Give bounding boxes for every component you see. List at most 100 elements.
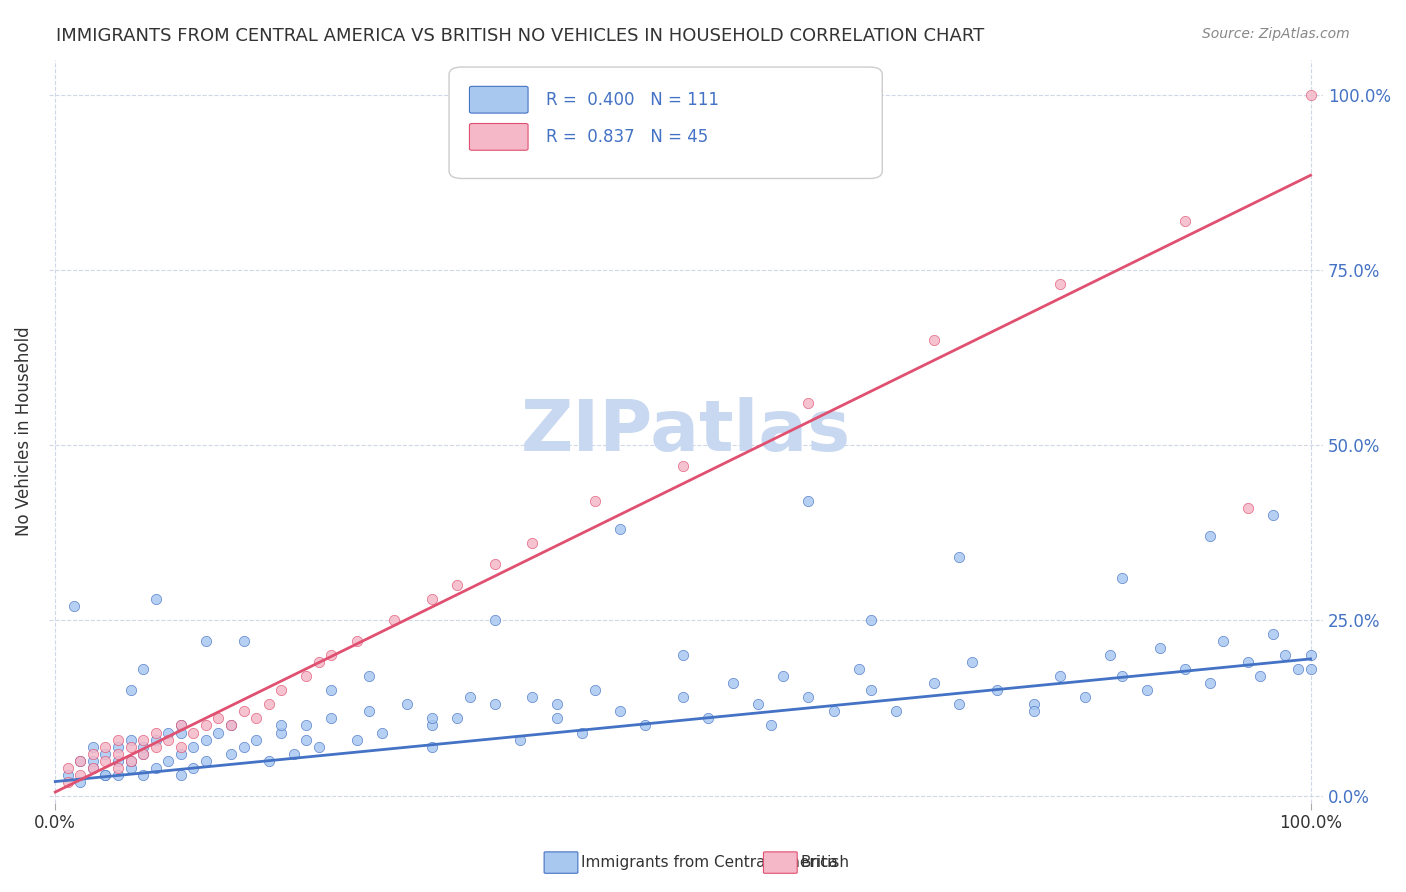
- Point: [94, 754, 117, 768]
- Point: [484, 613, 506, 627]
- Point: [1261, 508, 1284, 523]
- Point: [194, 634, 217, 648]
- Point: [797, 494, 820, 508]
- Point: [107, 739, 129, 754]
- Point: [257, 698, 280, 712]
- Point: [245, 711, 267, 725]
- Point: [245, 732, 267, 747]
- Point: [420, 739, 443, 754]
- Point: [922, 333, 945, 347]
- Point: [1212, 634, 1234, 648]
- Point: [270, 718, 292, 732]
- Point: [194, 754, 217, 768]
- Point: [145, 725, 167, 739]
- Point: [1236, 501, 1258, 516]
- Point: [219, 747, 242, 761]
- Point: [295, 718, 318, 732]
- Point: [522, 536, 544, 550]
- Point: [382, 613, 405, 627]
- FancyBboxPatch shape: [470, 87, 529, 113]
- Point: [295, 669, 318, 683]
- Point: [522, 690, 544, 705]
- Point: [1199, 676, 1222, 690]
- Point: [145, 732, 167, 747]
- Point: [170, 718, 193, 732]
- Point: [82, 754, 104, 768]
- Point: [960, 656, 983, 670]
- Point: [359, 705, 381, 719]
- Point: [1174, 214, 1197, 228]
- Point: [145, 739, 167, 754]
- Point: [283, 747, 305, 761]
- Point: [132, 662, 155, 676]
- Point: [484, 558, 506, 572]
- Point: [986, 683, 1008, 698]
- Point: [1249, 669, 1271, 683]
- Point: [420, 718, 443, 732]
- Point: [672, 459, 695, 474]
- Point: [823, 705, 845, 719]
- Point: [94, 739, 117, 754]
- Point: [270, 683, 292, 698]
- Point: [346, 732, 368, 747]
- Text: IMMIGRANTS FROM CENTRAL AMERICA VS BRITISH NO VEHICLES IN HOUSEHOLD CORRELATION : IMMIGRANTS FROM CENTRAL AMERICA VS BRITI…: [56, 27, 984, 45]
- Point: [94, 767, 117, 781]
- Point: [1299, 648, 1322, 663]
- Point: [697, 711, 720, 725]
- Point: [1024, 705, 1046, 719]
- Point: [546, 698, 568, 712]
- Point: [1149, 641, 1171, 656]
- Point: [446, 578, 468, 592]
- Point: [634, 718, 657, 732]
- Point: [194, 718, 217, 732]
- Point: [346, 634, 368, 648]
- Point: [1261, 627, 1284, 641]
- Point: [948, 698, 970, 712]
- Point: [797, 396, 820, 410]
- Point: [69, 774, 91, 789]
- Point: [420, 592, 443, 607]
- Point: [232, 634, 254, 648]
- Point: [609, 705, 631, 719]
- Point: [922, 676, 945, 690]
- Point: [63, 599, 86, 614]
- Point: [207, 725, 229, 739]
- Point: [1299, 662, 1322, 676]
- Point: [157, 732, 180, 747]
- Point: [395, 698, 418, 712]
- Point: [1111, 669, 1133, 683]
- Point: [1111, 571, 1133, 585]
- Point: [157, 725, 180, 739]
- Point: [82, 739, 104, 754]
- Point: [107, 747, 129, 761]
- Point: [145, 592, 167, 607]
- Point: [458, 690, 481, 705]
- Point: [1098, 648, 1121, 663]
- Point: [848, 662, 870, 676]
- Point: [672, 648, 695, 663]
- Point: [257, 754, 280, 768]
- Point: [183, 725, 205, 739]
- Point: [797, 690, 820, 705]
- Point: [1049, 669, 1071, 683]
- Point: [583, 683, 606, 698]
- Point: [759, 718, 782, 732]
- FancyBboxPatch shape: [470, 123, 529, 150]
- Y-axis label: No Vehicles in Household: No Vehicles in Household: [15, 326, 32, 536]
- Point: [132, 767, 155, 781]
- Point: [107, 767, 129, 781]
- Point: [120, 732, 142, 747]
- Point: [308, 739, 330, 754]
- Point: [69, 754, 91, 768]
- Point: [56, 774, 79, 789]
- Point: [672, 690, 695, 705]
- Point: [321, 711, 343, 725]
- Point: [170, 767, 193, 781]
- Point: [583, 494, 606, 508]
- Point: [107, 754, 129, 768]
- Point: [721, 676, 744, 690]
- Point: [219, 718, 242, 732]
- Point: [56, 767, 79, 781]
- Point: [860, 613, 883, 627]
- Point: [107, 760, 129, 774]
